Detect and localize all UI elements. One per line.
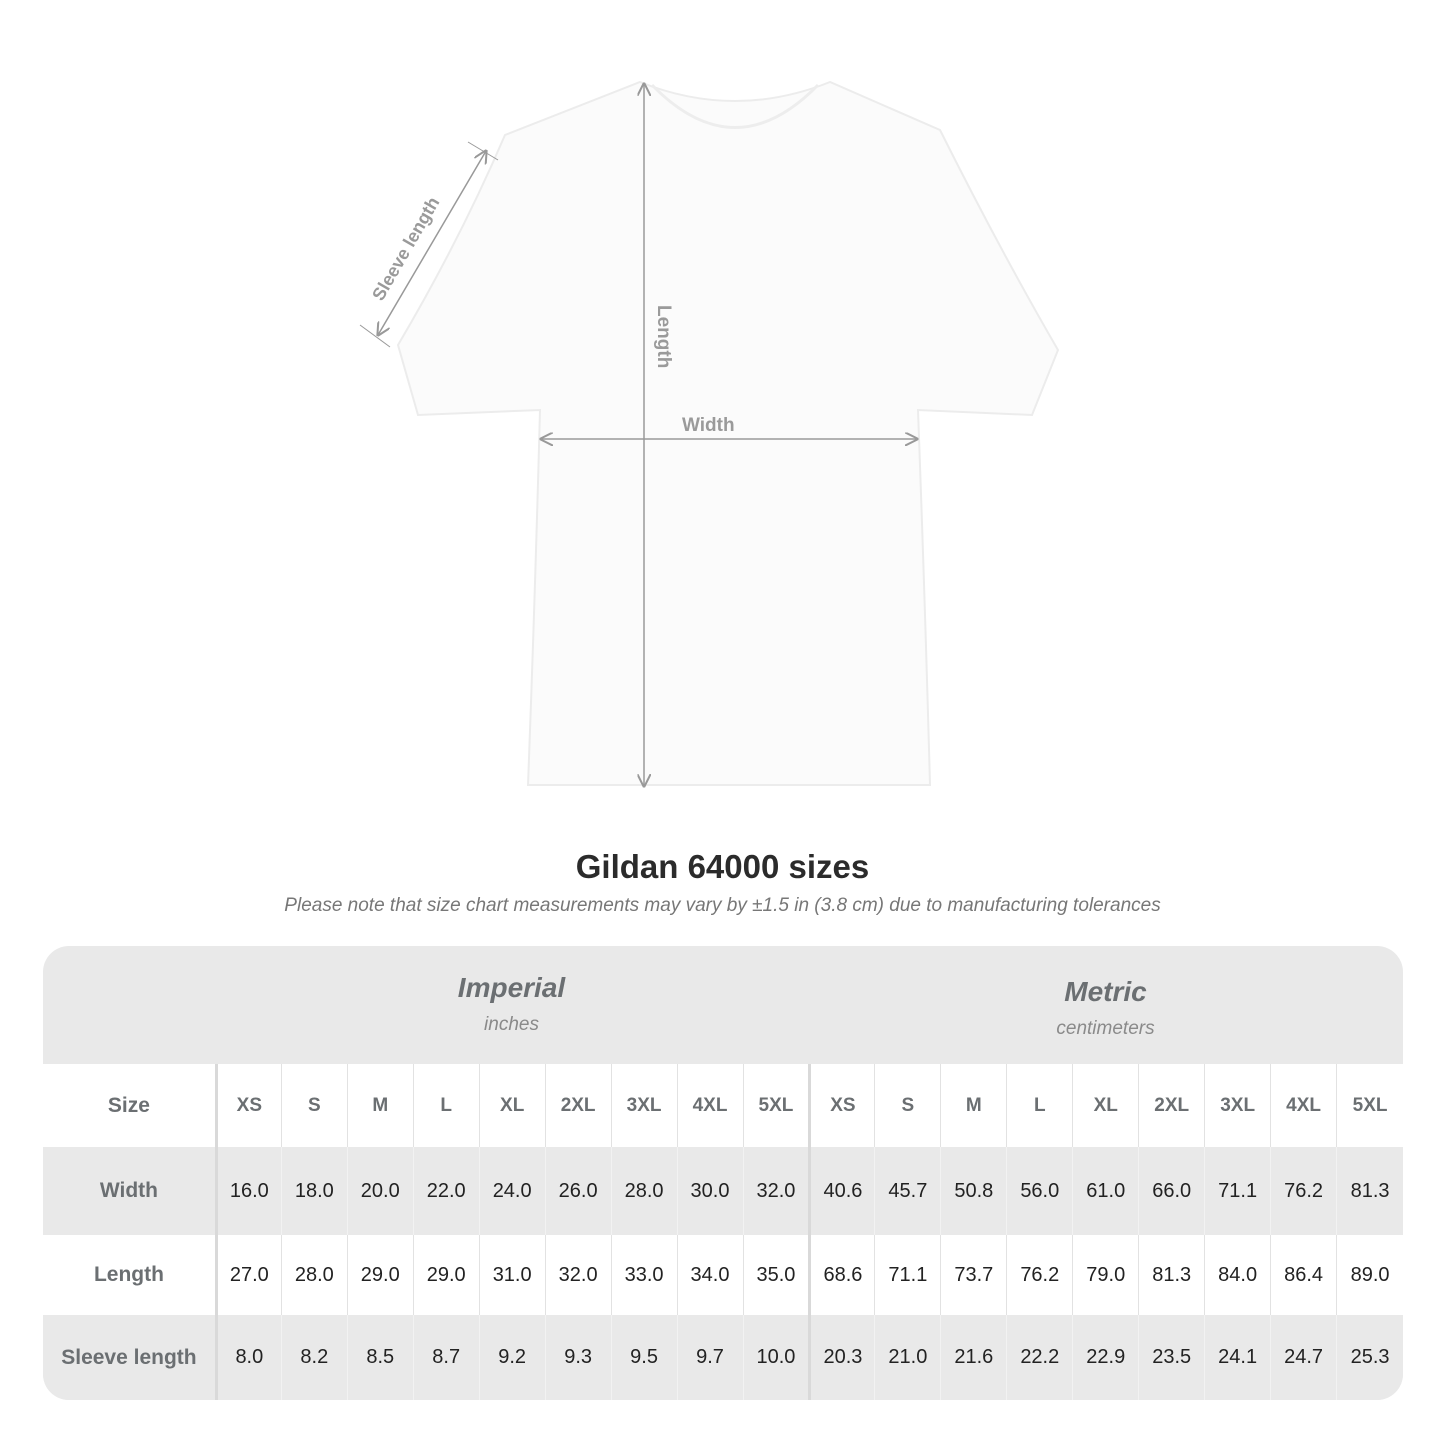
size-chart-table: Imperial inches Metric centimeters Size X… [43,946,1403,1400]
metric-value-cell: 56.0 [1006,1147,1072,1235]
tolerance-note: Please note that size chart measurements… [284,895,1161,916]
table-row: Width 16.0 18.0 20.0 22.0 24.0 26.0 28.0 30.0 32.… [43,1147,1403,1235]
metric-value-cell: 25.3 [1336,1315,1403,1400]
metric-value-cell: 61.0 [1072,1147,1138,1235]
metric-size-3xl: 3XL [1204,1064,1270,1147]
metric-value-cell: 50.8 [940,1147,1006,1235]
page-title: Gildan 64000 sizes [575,848,870,885]
metric-value-cell: 66.0 [1138,1147,1204,1235]
imperial-size-2xl: 2XL [544,1064,611,1147]
metric-unit: centimeters [1056,1018,1155,1039]
imperial-value-cell: 10.0 [742,1315,809,1400]
row-label: Width [99,1179,158,1202]
size-header-row: Size XS S M L XL 2XL 3XL 4XL 5XL XS S M L XL 2XL 3XL 4XL 5… [43,1064,1403,1147]
metric-value-cell: 89.0 [1336,1235,1403,1315]
metric-size-2xl: 2XL [1138,1064,1204,1147]
imperial-title: Imperial [457,972,566,1003]
metric-header: Metric centimeters [808,946,1403,1064]
metric-value-cell: 81.3 [1336,1147,1403,1235]
metric-size-4xl: 4XL [1270,1064,1336,1147]
imperial-value-cell: 30.0 [676,1147,743,1235]
imperial-value-cell: 31.0 [478,1235,545,1315]
metric-size-5xl: 5XL [1336,1064,1403,1147]
imperial-value-cell: 18.0 [280,1147,347,1235]
metric-value-cell: 76.2 [1270,1147,1336,1235]
imperial-value-cell: 22.0 [412,1147,479,1235]
imperial-size-xs: XS [214,1064,281,1147]
imperial-value-cell: 32.0 [742,1147,809,1235]
metric-value-cell: 24.1 [1204,1315,1270,1400]
metric-size-l: L [1006,1064,1072,1147]
imperial-size-m: M [346,1064,413,1147]
imperial-value-cell: 9.5 [610,1315,677,1400]
metric-size-xs: XS [808,1064,874,1147]
imperial-size-s: S [280,1064,347,1147]
metric-value-cell: 76.2 [1006,1235,1072,1315]
imperial-value-cell: 20.0 [346,1147,413,1235]
metric-value-cell: 20.3 [808,1315,874,1400]
sleeve-arrow [378,151,486,335]
imperial-value-cell: 27.0 [214,1235,281,1315]
width-label: Width [682,415,735,436]
imperial-value-cell: 9.7 [676,1315,743,1400]
imperial-value-cell: 34.0 [676,1235,743,1315]
metric-value-cell: 21.0 [874,1315,940,1400]
metric-value-cell: 84.0 [1204,1235,1270,1315]
row-label: Sleeve length [61,1345,197,1369]
metric-value-cell: 71.1 [1204,1147,1270,1235]
metric-size-s: S [874,1064,940,1147]
imperial-value-cell: 35.0 [742,1235,809,1315]
imperial-value-cell: 29.0 [412,1235,479,1315]
metric-value-cell: 79.0 [1072,1235,1138,1315]
metric-value-cell: 68.6 [808,1235,874,1315]
imperial-value-cell: 26.0 [544,1147,611,1235]
table-row: Length 27.0 28.0 29.0 29.0 31.0 32.0 33.0 34.0 35… [43,1235,1403,1315]
metric-size-xl: XL [1072,1064,1138,1147]
size-label: Size [107,1093,150,1117]
metric-value-cell: 22.2 [1006,1315,1072,1400]
imperial-value-cell: 24.0 [478,1147,545,1235]
imperial-value-cell: 28.0 [610,1147,677,1235]
metric-value-cell: 71.1 [874,1235,940,1315]
imperial-header: Imperial inches [215,946,808,1064]
imperial-value-cell: 8.7 [412,1315,479,1400]
metric-value-cell: 23.5 [1138,1315,1204,1400]
length-label: Length [653,305,674,368]
imperial-size-4xl: 4XL [676,1064,743,1147]
imperial-size-l: L [412,1064,479,1147]
imperial-value-cell: 32.0 [544,1235,611,1315]
imperial-value-cell: 33.0 [610,1235,677,1315]
metric-value-cell: 21.6 [940,1315,1006,1400]
imperial-value-cell: 28.0 [280,1235,347,1315]
imperial-value-cell: 9.3 [544,1315,611,1400]
metric-title: Metric [1064,976,1147,1007]
table-row: Sleeve length 8.0 8.2 8.5 8.7 9.2 9.3 9.5 9.7 10.… [43,1315,1403,1400]
metric-value-cell: 81.3 [1138,1235,1204,1315]
imperial-value-cell: 9.2 [478,1315,545,1400]
metric-value-cell: 22.9 [1072,1315,1138,1400]
imperial-size-5xl: 5XL [742,1064,809,1147]
metric-value-cell: 24.7 [1270,1315,1336,1400]
imperial-value-cell: 29.0 [346,1235,413,1315]
imperial-size-3xl: 3XL [610,1064,677,1147]
imperial-value-cell: 8.2 [280,1315,347,1400]
metric-value-cell: 73.7 [940,1235,1006,1315]
tshirt-measurement-diagram: Sleeve length Length Width [359,80,1060,820]
imperial-value-cell: 8.0 [214,1315,281,1400]
imperial-value-cell: 8.5 [346,1315,413,1400]
imperial-size-xl: XL [478,1064,545,1147]
metric-value-cell: 86.4 [1270,1235,1336,1315]
row-label: Length [93,1263,164,1286]
metric-value-cell: 40.6 [808,1147,874,1235]
imperial-value-cell: 16.0 [214,1147,281,1235]
imperial-unit: inches [484,1014,539,1035]
metric-value-cell: 45.7 [874,1147,940,1235]
metric-size-m: M [940,1064,1006,1147]
